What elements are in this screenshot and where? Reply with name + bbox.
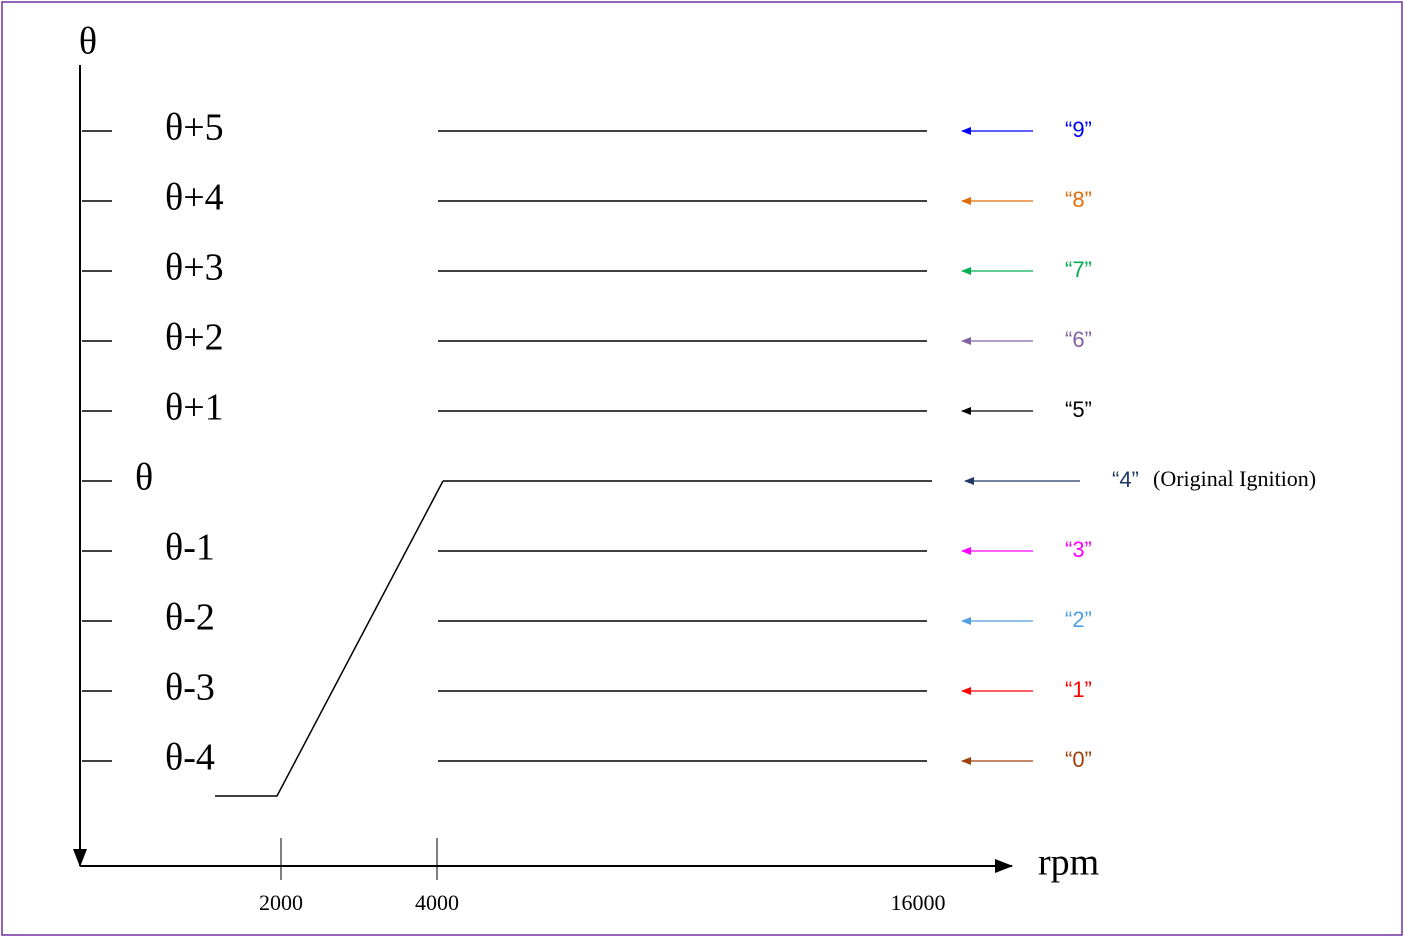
level-tag: “1” [1065, 677, 1092, 702]
level-label: θ+3 [165, 247, 224, 289]
level-label: θ-1 [165, 527, 215, 569]
level-tag: “8” [1065, 187, 1092, 212]
level-tag: “2” [1065, 607, 1092, 632]
x-tick-label: 16000 [891, 890, 946, 915]
level-label: θ-4 [165, 737, 215, 779]
level-label: θ+2 [165, 317, 224, 359]
level-label: θ-3 [165, 667, 215, 709]
ignition-curve [215, 480, 444, 797]
level-label: θ+5 [165, 107, 224, 149]
level-label: θ [135, 457, 153, 499]
x-axis-label: rpm [1038, 842, 1099, 884]
level-tag: “0” [1065, 747, 1092, 772]
level-tag: “9” [1065, 117, 1092, 142]
level-tag: “4” [1112, 467, 1139, 492]
level-note: (Original Ignition) [1153, 466, 1316, 491]
x-tick-label: 4000 [415, 890, 459, 915]
level-tag: “5” [1065, 397, 1092, 422]
level-label: θ+1 [165, 387, 224, 429]
levels: 2000 4000 16000 θ+5 “9” θ+4 “8” θ+3 “7” θ+2 “6” θ+1… [82, 107, 1316, 915]
y-axis-label: θ [79, 21, 97, 63]
x-tick-label: 2000 [259, 890, 303, 915]
level-tag: “6” [1065, 327, 1092, 352]
level-label: θ+4 [165, 177, 224, 219]
level-tag: “3” [1065, 537, 1092, 562]
level-label: θ-2 [165, 597, 215, 639]
level-tag: “7” [1065, 257, 1092, 282]
